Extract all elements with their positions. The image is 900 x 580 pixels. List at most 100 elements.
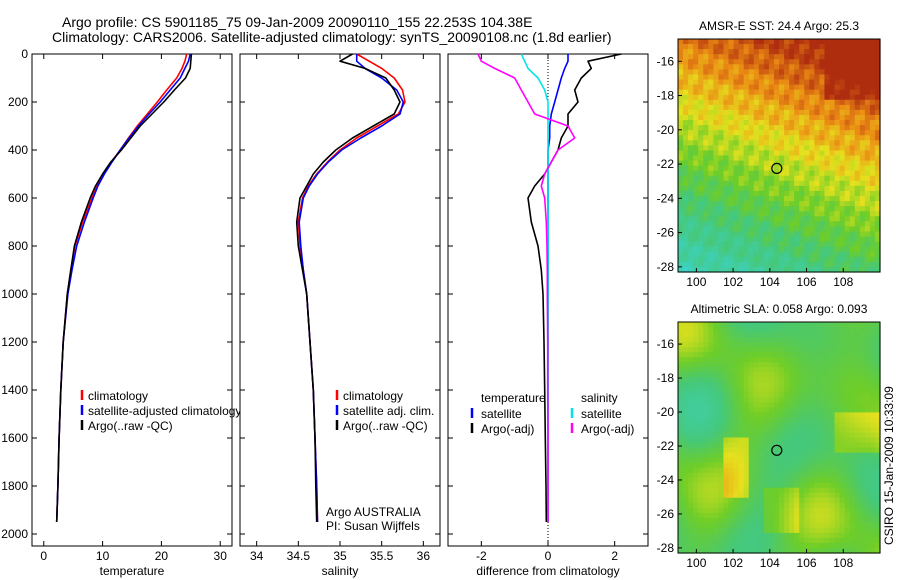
heatmap-cell: [784, 517, 790, 524]
heatmap-cell: [784, 482, 790, 489]
heatmap-cell: [824, 246, 831, 253]
heatmap-cell: [703, 392, 709, 398]
heatmap-cell: [864, 417, 871, 424]
heatmap-cell: [683, 140, 689, 146]
heatmap-cell: [839, 165, 846, 172]
heatmap-cell: [829, 422, 836, 429]
heatmap-cell: [698, 201, 704, 207]
heatmap-cell: [814, 170, 820, 177]
heatmap-cell: [753, 221, 760, 228]
heatmap-cell: [789, 377, 795, 383]
heatmap-cell: [743, 125, 750, 131]
heatmap-cell: [819, 246, 826, 253]
heatmap-cell: [753, 54, 760, 60]
heatmap-cell: [864, 211, 871, 217]
heatmap-cell: [688, 140, 694, 146]
series-line-3: [477, 53, 576, 522]
heatmap-cell: [728, 145, 735, 152]
heatmap-cell: [859, 337, 866, 343]
heatmap-cell: [784, 241, 790, 248]
heatmap-cell: [768, 512, 775, 519]
heatmap-cell: [758, 109, 765, 116]
heatmap-cell: [789, 226, 795, 233]
heatmap-cell: [849, 236, 856, 243]
heatmap-cell: [748, 226, 755, 233]
heatmap-cell: [799, 477, 805, 484]
heatmap-cell: [869, 109, 876, 116]
heatmap-cell: [738, 180, 745, 187]
heatmap-cell: [874, 155, 881, 162]
heatmap-cell: [829, 109, 836, 116]
heatmap-cell: [809, 397, 815, 403]
heatmap-cell: [678, 160, 684, 167]
heatmap-cell: [688, 362, 694, 368]
heatmap-cell: [753, 145, 760, 152]
heatmap-cell: [773, 211, 780, 217]
heatmap-cell: [829, 537, 836, 544]
heatmap-cell: [723, 39, 730, 45]
heatmap-cell: [844, 522, 851, 529]
heatmap-cell: [713, 382, 719, 388]
heatmap-cell: [763, 241, 770, 248]
heatmap-cell: [799, 120, 805, 126]
heatmap-cell: [874, 482, 881, 489]
heatmap-cell: [738, 54, 745, 60]
heatmap-cell: [768, 477, 775, 484]
heatmap-cell: [849, 216, 856, 222]
heatmap-cell: [738, 502, 745, 509]
heatmap-cell: [713, 322, 719, 328]
heatmap-cell: [804, 457, 810, 464]
heatmap-cell: [723, 467, 730, 474]
heatmap-cell: [743, 185, 750, 192]
heatmap-cell: [738, 382, 745, 388]
heatmap-cell: [854, 427, 861, 434]
heatmap-cell: [748, 44, 755, 50]
heatmap-cell: [819, 492, 826, 499]
heatmap-cell: [834, 532, 841, 539]
heatmap-cell: [763, 537, 770, 544]
heatmap-cell: [809, 160, 815, 167]
heatmap-cell: [698, 160, 704, 167]
heatmap-cell: [733, 44, 740, 50]
heatmap-cell: [804, 417, 810, 424]
heatmap-cell: [814, 527, 820, 534]
heatmap-cell: [859, 447, 866, 454]
heatmap-cell: [824, 512, 831, 519]
heatmap-cell: [869, 140, 876, 146]
heatmap-cell: [814, 160, 820, 167]
heatmap-cell: [773, 432, 780, 439]
heatmap-cell: [809, 190, 815, 197]
heatmap-cell: [859, 327, 866, 333]
heatmap-cell: [698, 145, 704, 152]
heatmap-cell: [844, 196, 851, 202]
heatmap-cell: [779, 507, 785, 514]
heatmap-cell: [773, 327, 780, 333]
heatmap-cell: [799, 462, 805, 469]
heatmap-cell: [829, 145, 836, 152]
heatmap-cell: [834, 165, 841, 172]
heatmap-cell: [814, 382, 820, 388]
heatmap-cell: [713, 437, 719, 444]
heatmap-cell: [789, 542, 795, 549]
heatmap-cell: [713, 125, 719, 131]
heatmap-cell: [864, 180, 871, 187]
heatmap-cell: [834, 522, 841, 529]
heatmap-cell: [789, 150, 795, 157]
heatmap-cell: [824, 150, 831, 157]
heatmap-cell: [723, 362, 730, 368]
heatmap-cell: [864, 266, 871, 273]
heatmap-cell: [758, 261, 765, 268]
heatmap-cell: [678, 54, 684, 60]
heatmap-cell: [794, 382, 800, 388]
heatmap-cell: [773, 417, 780, 424]
heatmap-cell: [693, 422, 699, 429]
heatmap-cell: [874, 467, 881, 474]
heatmap-cell: [849, 517, 856, 524]
heatmap-cell: [814, 140, 820, 146]
heatmap-cell: [789, 165, 795, 172]
heatmap-cell: [814, 502, 820, 509]
heatmap-cell: [718, 150, 725, 157]
heatmap-cell: [799, 104, 805, 111]
heatmap-cell: [819, 437, 826, 444]
heatmap-cell: [748, 327, 755, 333]
